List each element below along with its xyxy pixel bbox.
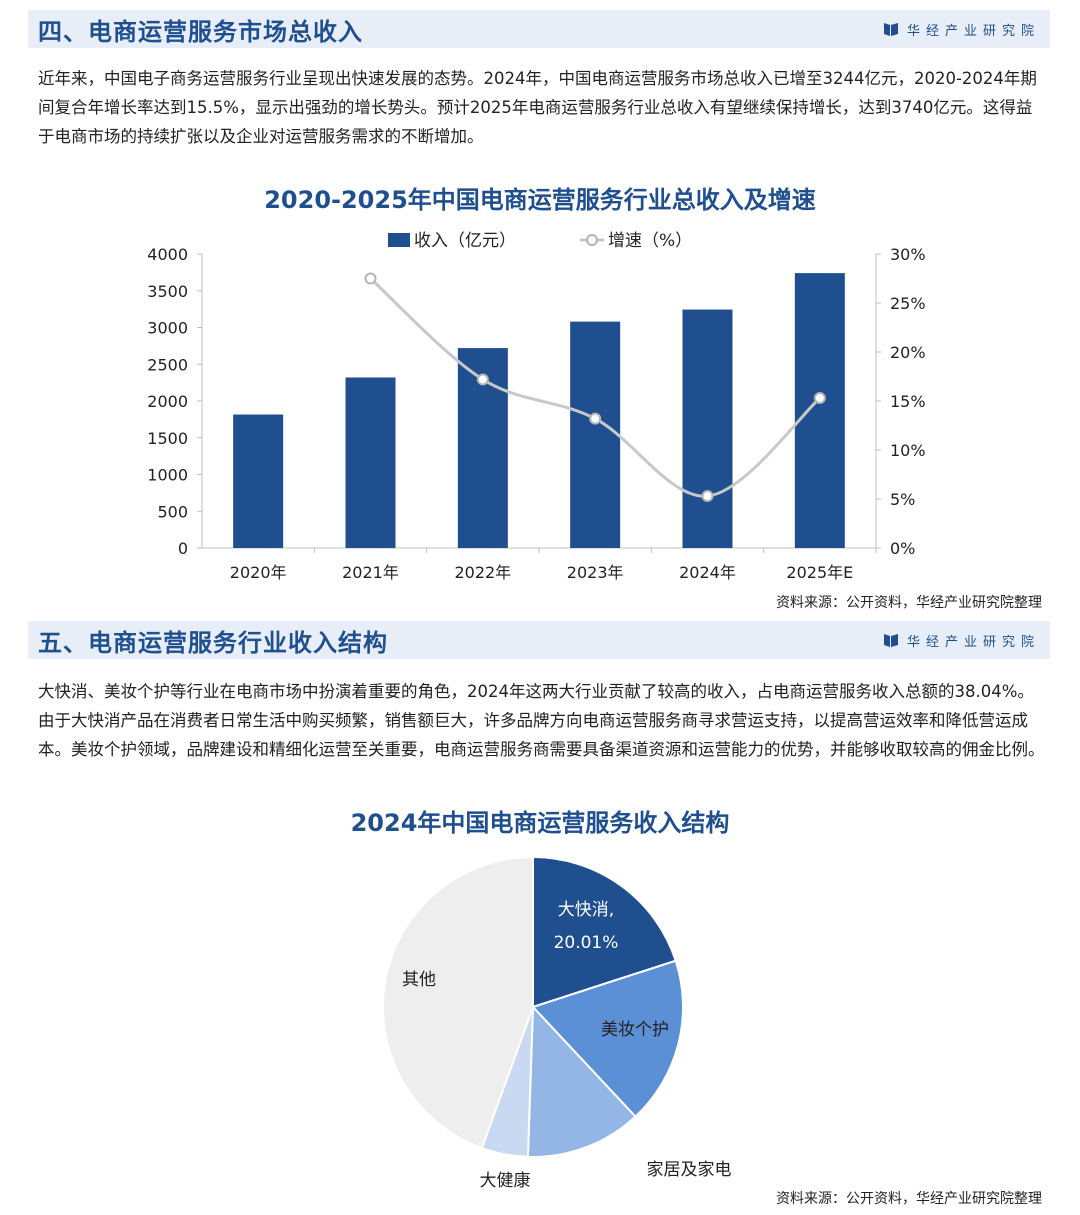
pie-label: 家居及家电 bbox=[647, 1160, 732, 1180]
legend-label: 收入（亿元） bbox=[414, 231, 516, 251]
brand: 华经产业研究院 bbox=[883, 20, 1050, 39]
y-tick-label: 1000 bbox=[147, 466, 188, 485]
x-tick-label: 2021年 bbox=[342, 563, 399, 582]
growth-point bbox=[589, 412, 602, 425]
y2-tick-label: 15% bbox=[890, 392, 926, 411]
brand-logo-icon bbox=[883, 23, 898, 36]
chart-title: 2024年中国电商运营服务收入结构 bbox=[350, 809, 730, 837]
brand-name: 华经产业研究院 bbox=[906, 634, 1040, 650]
chart-title: 2020-2025年中国电商运营服务行业总收入及增速 bbox=[264, 186, 816, 214]
bar-line-chart: 0 500 1000 1500 2000 2500 3000 3500 4000 0% 5% 10% 1… bbox=[147, 231, 926, 582]
x-tick-label: 2020年 bbox=[230, 563, 287, 582]
y2-tick-label: 5% bbox=[890, 490, 915, 509]
y-tick-label: 3500 bbox=[147, 282, 188, 301]
pie-slice bbox=[526, 1004, 637, 1158]
pie-value-label: 20.01% bbox=[554, 933, 619, 953]
y2-tick-label: 30% bbox=[890, 245, 926, 264]
section-paragraph: 近年来，中国电子商务运营服务行业呈现出快速发展的态势。2024年，中国电商运营服… bbox=[38, 69, 1037, 146]
bar bbox=[682, 309, 733, 548]
growth-point bbox=[813, 392, 826, 405]
y-tick-label: 500 bbox=[157, 502, 188, 521]
bar bbox=[233, 414, 284, 548]
x-tick-label: 2022年 bbox=[454, 563, 511, 582]
pie-label: 其他 bbox=[402, 970, 436, 990]
section-title: 五、电商运营服务行业收入结构 bbox=[38, 628, 388, 657]
brand-logo-icon bbox=[883, 634, 898, 647]
y-tick-label: 1500 bbox=[147, 429, 188, 448]
y2-tick-label: 0% bbox=[890, 539, 915, 558]
bar bbox=[794, 273, 845, 548]
pie-label: 大快消, bbox=[558, 900, 614, 920]
y-tick-label: 0 bbox=[178, 539, 188, 558]
y2-tick-label: 20% bbox=[890, 343, 926, 362]
pie-slice bbox=[382, 855, 534, 1150]
y-tick-label: 2500 bbox=[147, 355, 188, 374]
section-paragraph: 大快消、美妆个护等行业在电商市场中扮演着重要的角色，2024年这两大行业贡献了较… bbox=[38, 682, 1045, 759]
x-tick-label: 2023年 bbox=[567, 563, 624, 582]
source-note: 资料来源：公开资料，华经产业研究院整理 bbox=[776, 595, 1042, 611]
section-header-4: 四、电商运营服务市场总收入 华经产业研究院 bbox=[28, 10, 1050, 48]
pie-slice bbox=[532, 855, 677, 1009]
growth-point bbox=[701, 490, 714, 503]
y2-tick-label: 10% bbox=[890, 441, 926, 460]
pie-label: 大健康 bbox=[480, 1171, 531, 1190]
x-tick-label: 2024年 bbox=[679, 563, 736, 582]
y-tick-label: 4000 bbox=[147, 245, 188, 264]
y-tick-label: 2000 bbox=[147, 392, 188, 411]
bar bbox=[345, 377, 396, 548]
y2-tick-label: 25% bbox=[890, 294, 926, 313]
pie-slice bbox=[531, 959, 684, 1119]
legend-swatch-bar bbox=[388, 233, 410, 247]
legend-label: 增速（%） bbox=[608, 231, 692, 251]
section-header-5: 五、电商运营服务行业收入结构 华经产业研究院 bbox=[28, 621, 1050, 659]
brand-name: 华经产业研究院 bbox=[906, 23, 1040, 39]
pie-label: 美妆个护 bbox=[601, 1020, 669, 1040]
section-title: 四、电商运营服务市场总收入 bbox=[38, 17, 363, 46]
legend-swatch-point bbox=[586, 234, 598, 246]
y-tick-label: 3000 bbox=[147, 319, 188, 338]
x-tick-label: 2025年E bbox=[786, 563, 853, 582]
source-note: 资料来源：公开资料，华经产业研究院整理 bbox=[776, 1191, 1042, 1207]
growth-point bbox=[364, 272, 377, 285]
brand: 华经产业研究院 bbox=[883, 631, 1050, 650]
growth-point bbox=[476, 373, 489, 386]
bar bbox=[570, 321, 621, 548]
